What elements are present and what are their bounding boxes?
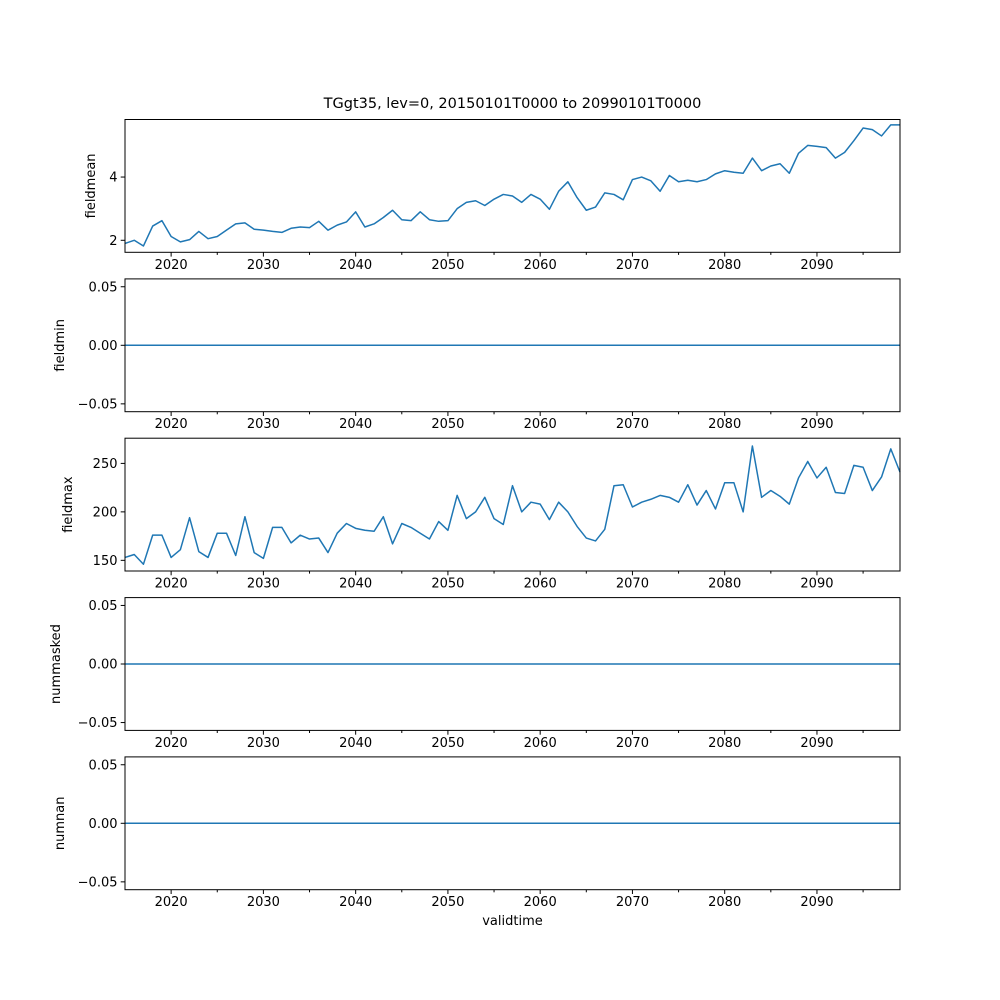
subplot-numnan: 2020 2030 2040 2050 2060 2070 2080 2090 0.05 0.00… (53, 756, 901, 910)
y-tick-label: −0.05 (78, 397, 118, 412)
x-tick-label: 2070 (616, 258, 649, 273)
x-tick-label: 2070 (616, 577, 649, 592)
x-tick-label: 2020 (155, 258, 188, 273)
fieldmax-line (124, 445, 901, 565)
numnan-ylabel: numnan (53, 797, 68, 851)
x-tick-label: 2060 (524, 736, 557, 751)
x-tick-label: 2040 (339, 577, 372, 592)
x-tick-label: 2060 (524, 258, 557, 273)
nummasked-ylabel: nummasked (49, 624, 64, 704)
y-tick-label: 0.00 (89, 817, 118, 832)
fieldmin-ylabel: fieldmin (53, 319, 68, 372)
x-tick-label: 2040 (339, 417, 372, 432)
y-tick-label: 150 (93, 554, 118, 569)
x-tick-label: 2020 (155, 577, 188, 592)
x-tick-label: 2080 (708, 258, 741, 273)
subplot-nummasked: 2020 2030 2040 2050 2060 2070 2080 2090 0.05 0.00… (49, 597, 901, 751)
y-tick-label: 250 (93, 457, 118, 472)
x-tick-label: 2050 (431, 895, 464, 910)
x-tick-label: 2030 (247, 736, 280, 751)
x-tick-label: 2080 (708, 736, 741, 751)
x-tick-label: 2020 (155, 736, 188, 751)
fieldmax-frame (124, 437, 901, 572)
y-tick-label: 0.05 (89, 599, 118, 614)
y-tick-label: 0.00 (89, 339, 118, 354)
y-tick-label: −0.05 (78, 716, 118, 731)
x-tick-label: 2090 (800, 258, 833, 273)
x-tick-label: 2080 (708, 577, 741, 592)
x-tick-label: 2080 (708, 895, 741, 910)
x-tick-label: 2090 (800, 577, 833, 592)
x-tick-label: 2030 (247, 258, 280, 273)
figure-title: TGgt35, lev=0, 20150101T0000 to 20990101… (323, 96, 702, 112)
x-tick-label: 2040 (339, 258, 372, 273)
y-tick-label: 0.05 (89, 758, 118, 773)
subplot-fieldmean: 2020 2030 2040 2050 2060 2070 2080 2090 2 4 fieldm… (84, 119, 901, 273)
fieldmean-ylabel: fieldmean (84, 153, 99, 218)
x-tick-label: 2020 (155, 895, 188, 910)
x-tick-label: 2050 (431, 577, 464, 592)
x-tick-label: 2080 (708, 417, 741, 432)
y-tick-label: 4 (109, 171, 117, 186)
x-tick-label: 2030 (247, 417, 280, 432)
x-tick-label: 2030 (247, 895, 280, 910)
x-tick-label: 2070 (616, 895, 649, 910)
y-tick-label: −0.05 (78, 875, 118, 890)
x-tick-label: 2050 (431, 417, 464, 432)
x-tick-label: 2020 (155, 417, 188, 432)
x-tick-label: 2060 (524, 895, 557, 910)
x-tick-label: 2090 (800, 736, 833, 751)
x-tick-label: 2040 (339, 736, 372, 751)
x-tick-label: 2030 (247, 577, 280, 592)
x-tick-label: 2060 (524, 577, 557, 592)
x-tick-label: 2090 (800, 895, 833, 910)
fieldmean-frame (124, 119, 901, 253)
y-tick-label: 0.05 (89, 280, 118, 295)
subplot-fieldmax: 2020 2030 2040 2050 2060 2070 2080 2090 150 200 25… (61, 437, 901, 592)
fieldmean-line (124, 124, 900, 247)
x-tick-label: 2050 (431, 736, 464, 751)
y-tick-label: 0.00 (89, 658, 118, 673)
x-tick-label: 2060 (524, 417, 557, 432)
x-tick-label: 2070 (616, 736, 649, 751)
x-tick-label: 2040 (339, 895, 372, 910)
subplot-fieldmin: 2020 2030 2040 2050 2060 2070 2080 2090 0.05 0.00… (53, 278, 901, 432)
x-tick-label: 2090 (800, 417, 833, 432)
y-tick-label: 200 (93, 505, 118, 520)
x-axis-label: validtime (482, 914, 543, 929)
x-tick-label: 2050 (431, 258, 464, 273)
x-tick-label: 2070 (616, 417, 649, 432)
y-tick-label: 2 (109, 234, 117, 249)
fieldmax-ylabel: fieldmax (61, 476, 76, 533)
